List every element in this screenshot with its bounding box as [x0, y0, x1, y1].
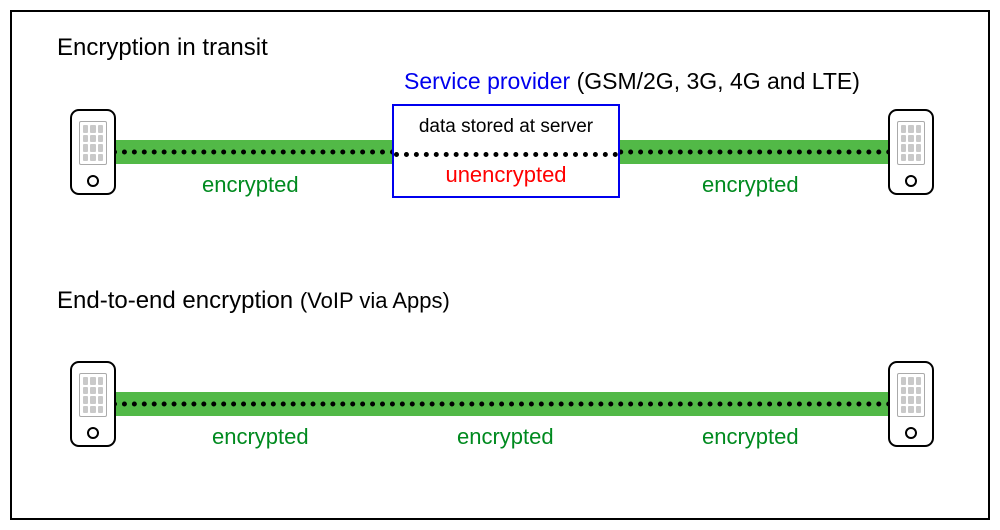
server-status: unencrypted: [394, 162, 618, 188]
section1-label-left: encrypted: [202, 172, 299, 198]
service-provider-label: Service provider (GSM/2G, 3G, 4G and LTE…: [404, 68, 860, 95]
phone-icon: [70, 109, 116, 195]
section1-label-right: encrypted: [702, 172, 799, 198]
section2-title-main: End-to-end encryption: [57, 287, 293, 314]
section2-pipe: [112, 392, 892, 416]
server-line1: data stored at server: [394, 116, 618, 138]
service-provider-text: Service provider: [404, 68, 570, 94]
server-box: data stored at server unencrypted: [392, 104, 620, 198]
phone-icon: [70, 361, 116, 447]
section2-label-right: encrypted: [702, 424, 799, 450]
phone-icon: [888, 109, 934, 195]
section2-title: End-to-end encryption (VoIP via Apps): [57, 287, 450, 315]
section2-title-suffix: (VoIP via Apps): [300, 288, 450, 313]
section1-title: Encryption in transit: [57, 34, 268, 62]
section2-label-left: encrypted: [212, 424, 309, 450]
section2-label-mid: encrypted: [457, 424, 554, 450]
diagram-canvas: Encryption in transit Service provider (…: [10, 10, 990, 520]
phone-icon: [888, 361, 934, 447]
service-provider-suffix: (GSM/2G, 3G, 4G and LTE): [577, 68, 860, 94]
server-midline: [394, 152, 618, 157]
